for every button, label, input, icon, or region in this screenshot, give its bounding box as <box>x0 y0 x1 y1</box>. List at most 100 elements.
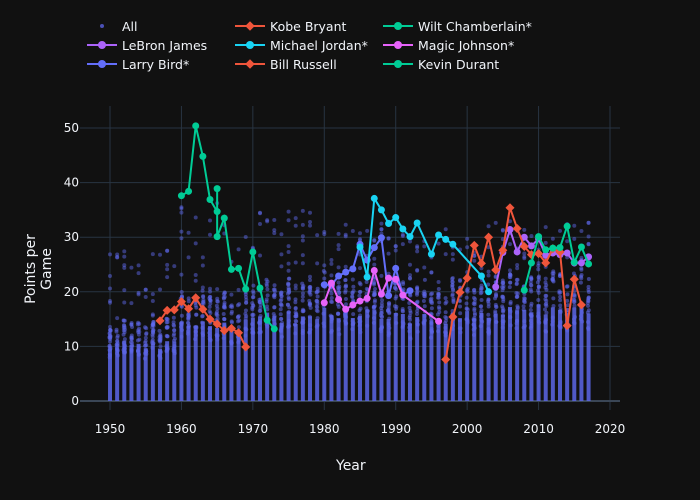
all-scatter-point <box>308 274 312 279</box>
all-scatter-point <box>544 283 549 288</box>
data-point-michael-jordan <box>392 214 400 222</box>
all-scatter-point <box>450 279 455 284</box>
legend-item-wilt-chamberlain[interactable]: Wilt Chamberlain* <box>378 17 532 35</box>
all-scatter-point <box>186 255 191 260</box>
legend-item-lebron-james[interactable]: LeBron James <box>82 36 207 54</box>
all-scatter-point <box>386 236 391 241</box>
all-scatter-point <box>443 318 448 323</box>
all-scatter-point <box>543 276 548 281</box>
all-scatter-point <box>443 252 448 257</box>
all-scatter-point <box>200 255 205 260</box>
all-scatter-point <box>143 287 148 292</box>
all-scatter-point <box>515 263 520 268</box>
all-scatter-point <box>286 209 291 214</box>
all-scatter-point <box>172 328 177 333</box>
legend-item-magic-johnson[interactable]: Magic Johnson* <box>378 36 514 54</box>
all-scatter-point <box>280 320 285 325</box>
all-scatter-point <box>493 220 498 225</box>
all-scatter-point <box>436 293 441 298</box>
legend-label: Wilt Chamberlain* <box>418 18 532 34</box>
all-scatter-point <box>450 276 455 281</box>
all-scatter-point <box>400 233 405 238</box>
data-point-magic-johnson <box>349 301 357 309</box>
all-scatter-point <box>215 306 220 311</box>
data-point-larry-bird <box>392 264 400 272</box>
all-scatter-point <box>486 321 491 326</box>
legend-item-michael-jordan[interactable]: Michael Jordan* <box>230 36 368 54</box>
all-scatter-point <box>579 255 584 260</box>
data-point-bill-russell <box>234 328 244 338</box>
legend-item-larry-bird[interactable]: Larry Bird* <box>82 55 189 73</box>
all-scatter-point <box>486 297 491 302</box>
all-scatter-column <box>500 314 505 401</box>
all-scatter-point <box>300 238 305 243</box>
all-scatter-point <box>494 320 499 325</box>
all-scatter-point <box>314 298 319 303</box>
data-point-bill-russell <box>212 319 222 329</box>
data-point-wilt-chamberlain <box>235 264 243 272</box>
all-scatter-point <box>443 296 448 301</box>
all-scatter-point <box>536 277 541 282</box>
legend-item-kobe-bryant[interactable]: Kobe Bryant <box>230 17 346 35</box>
all-scatter-point <box>500 319 505 324</box>
all-scatter-point <box>422 277 427 282</box>
all-scatter-point <box>314 308 319 313</box>
all-scatter-point <box>386 271 391 276</box>
all-scatter-point <box>357 323 362 328</box>
all-scatter-column <box>336 318 341 401</box>
all-scatter-point <box>343 296 348 301</box>
all-scatter-point <box>393 248 398 253</box>
all-scatter-point <box>171 322 176 327</box>
all-scatter-point <box>572 292 577 297</box>
data-point-kevin-durant <box>520 286 528 294</box>
all-scatter-point <box>372 238 377 243</box>
all-scatter-point <box>464 306 469 311</box>
all-scatter-point <box>172 351 177 356</box>
legend-item-kevin-durant[interactable]: Kevin Durant <box>378 55 499 73</box>
all-scatter-column <box>408 323 412 401</box>
all-scatter-point <box>343 277 348 282</box>
all-scatter-point <box>322 230 327 235</box>
all-scatter-point <box>458 311 463 316</box>
data-point-larry-bird <box>370 244 378 252</box>
all-scatter-point <box>586 276 591 281</box>
all-scatter-point <box>528 282 533 287</box>
legend-item-all[interactable]: All <box>82 17 138 35</box>
all-scatter-point <box>372 256 377 261</box>
all-scatter-point <box>394 294 399 299</box>
legend-item-bill-russell[interactable]: Bill Russell <box>230 55 337 73</box>
all-scatter-point <box>550 271 555 276</box>
all-scatter-point <box>165 248 170 253</box>
all-scatter-point <box>465 320 470 325</box>
all-scatter-point <box>450 279 455 284</box>
all-scatter-point <box>115 351 120 356</box>
all-scatter-point <box>578 280 583 285</box>
all-scatter-point <box>514 277 519 282</box>
all-scatter-point <box>336 280 341 285</box>
all-scatter-point <box>486 282 491 287</box>
all-scatter-point <box>136 330 141 335</box>
all-scatter-point <box>215 287 220 292</box>
data-point-lebron-james <box>527 242 535 250</box>
all-scatter-point <box>308 301 313 306</box>
all-scatter-point <box>157 328 162 333</box>
all-scatter-point <box>586 298 591 303</box>
all-scatter-point <box>350 295 355 300</box>
data-point-larry-bird <box>406 287 414 295</box>
all-scatter-point <box>265 293 270 298</box>
all-scatter-point <box>486 331 491 336</box>
all-scatter-point <box>258 329 263 334</box>
all-scatter-point <box>529 276 534 281</box>
all-scatter-point <box>300 234 305 239</box>
all-scatter-column <box>108 348 112 401</box>
all-scatter-column <box>229 331 234 401</box>
all-scatter-point <box>293 283 298 288</box>
all-scatter-point <box>229 309 234 314</box>
all-scatter-point <box>200 331 205 336</box>
all-scatter-point <box>271 312 276 317</box>
all-scatter-point <box>315 233 320 238</box>
all-scatter-point <box>307 314 312 319</box>
all-scatter-point <box>130 343 135 348</box>
all-scatter-point <box>472 253 477 258</box>
